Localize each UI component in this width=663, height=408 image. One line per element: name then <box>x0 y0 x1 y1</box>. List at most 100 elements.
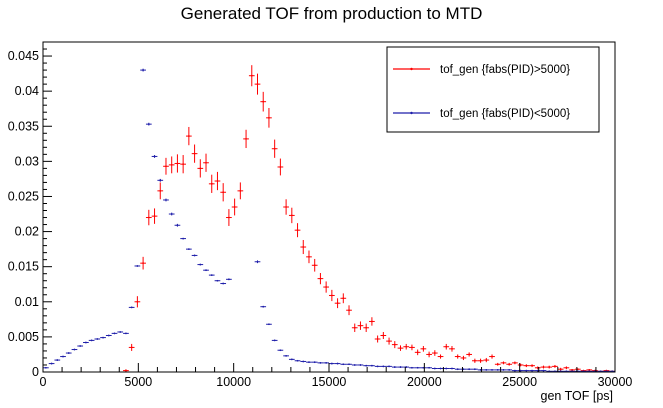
data-point <box>506 362 513 366</box>
data-point <box>369 317 375 326</box>
data-point <box>277 158 284 176</box>
data-point <box>145 209 152 226</box>
data-point <box>226 209 232 226</box>
data-point <box>88 339 95 342</box>
data-point <box>65 352 72 354</box>
data-point <box>100 336 106 339</box>
y-tick-label: 0.045 <box>8 49 39 63</box>
data-point <box>437 354 444 359</box>
data-point <box>220 282 227 285</box>
data-point <box>140 68 146 72</box>
y-tick-label: 0.04 <box>15 84 39 98</box>
data-point <box>83 341 89 344</box>
data-point <box>197 263 204 266</box>
data-point <box>552 364 558 368</box>
data-point <box>351 364 358 366</box>
data-point <box>323 281 329 293</box>
data-point <box>186 248 192 251</box>
data-point <box>203 153 209 172</box>
chart-title: Generated TOF from production to MTD <box>181 4 483 23</box>
data-point <box>489 354 495 359</box>
x-tick-label: 15000 <box>312 375 347 389</box>
data-point <box>288 207 295 224</box>
data-point <box>374 365 381 368</box>
series-pid-lt-5000 <box>43 68 615 373</box>
data-point <box>386 365 392 368</box>
data-point <box>214 279 221 282</box>
data-point <box>71 348 78 351</box>
data-point <box>311 361 318 364</box>
y-tick-label: 0.015 <box>8 260 39 274</box>
data-point <box>260 91 267 112</box>
data-point <box>586 368 593 371</box>
data-point <box>43 366 49 369</box>
data-point <box>151 155 158 158</box>
data-point <box>271 139 278 158</box>
data-point <box>283 354 289 357</box>
data-point <box>483 368 490 371</box>
data-point <box>397 366 404 368</box>
data-point <box>386 337 392 345</box>
data-point <box>191 254 198 257</box>
data-point <box>523 369 530 372</box>
data-point <box>260 305 267 308</box>
data-point <box>214 171 221 191</box>
data-point <box>105 334 112 337</box>
data-point <box>248 65 255 87</box>
data-point <box>323 361 329 364</box>
data-point <box>426 366 432 369</box>
data-point <box>254 260 261 264</box>
data-point <box>500 361 507 365</box>
data-point <box>231 198 238 216</box>
data-point <box>466 368 472 371</box>
data-point <box>403 343 410 350</box>
data-point <box>220 183 227 202</box>
data-point <box>54 359 61 361</box>
data-point <box>512 369 518 372</box>
plot-frame <box>42 41 616 373</box>
data-point <box>197 159 204 178</box>
data-point <box>380 331 387 339</box>
data-point <box>454 368 461 371</box>
data-point <box>180 237 186 240</box>
legend-point-pid-lt-5000 <box>410 111 413 115</box>
data-point <box>391 366 398 368</box>
data-point <box>163 157 169 175</box>
data-point <box>128 343 135 351</box>
data-point <box>374 335 381 343</box>
axis-layer: 0 5000 10000 15000 20000 25000 30000 0 0.005 0.01… <box>8 48 632 389</box>
data-point <box>208 174 215 193</box>
data-point <box>317 273 324 285</box>
x-tick-label: 0 <box>40 375 47 389</box>
data-point <box>449 367 455 370</box>
data-point <box>534 366 541 370</box>
series-pid-gt-5000 <box>123 65 615 373</box>
data-point <box>329 289 335 302</box>
data-point <box>546 365 553 369</box>
data-point <box>454 354 461 359</box>
data-point <box>506 368 513 371</box>
data-point <box>334 298 341 309</box>
data-point <box>151 208 158 224</box>
data-point <box>346 363 352 366</box>
data-point <box>311 258 318 272</box>
data-point <box>208 274 215 277</box>
y-tick-label: 0.025 <box>8 189 39 203</box>
data-point <box>529 364 535 368</box>
data-point <box>540 369 547 372</box>
legend-box <box>386 46 600 133</box>
data-point <box>254 73 261 95</box>
data-point <box>168 212 175 216</box>
data-point <box>277 349 284 352</box>
data-point <box>420 346 427 352</box>
data-point <box>431 350 438 356</box>
data-point <box>111 332 118 335</box>
data-point <box>237 182 244 200</box>
data-point <box>472 368 478 371</box>
data-point <box>157 178 164 182</box>
data-point <box>243 129 249 149</box>
data-point <box>500 368 507 371</box>
data-point <box>283 199 289 215</box>
data-point <box>94 338 101 340</box>
legend-label-pid-lt-5000: tof_gen {fabs(PID)<5000} <box>440 108 570 120</box>
